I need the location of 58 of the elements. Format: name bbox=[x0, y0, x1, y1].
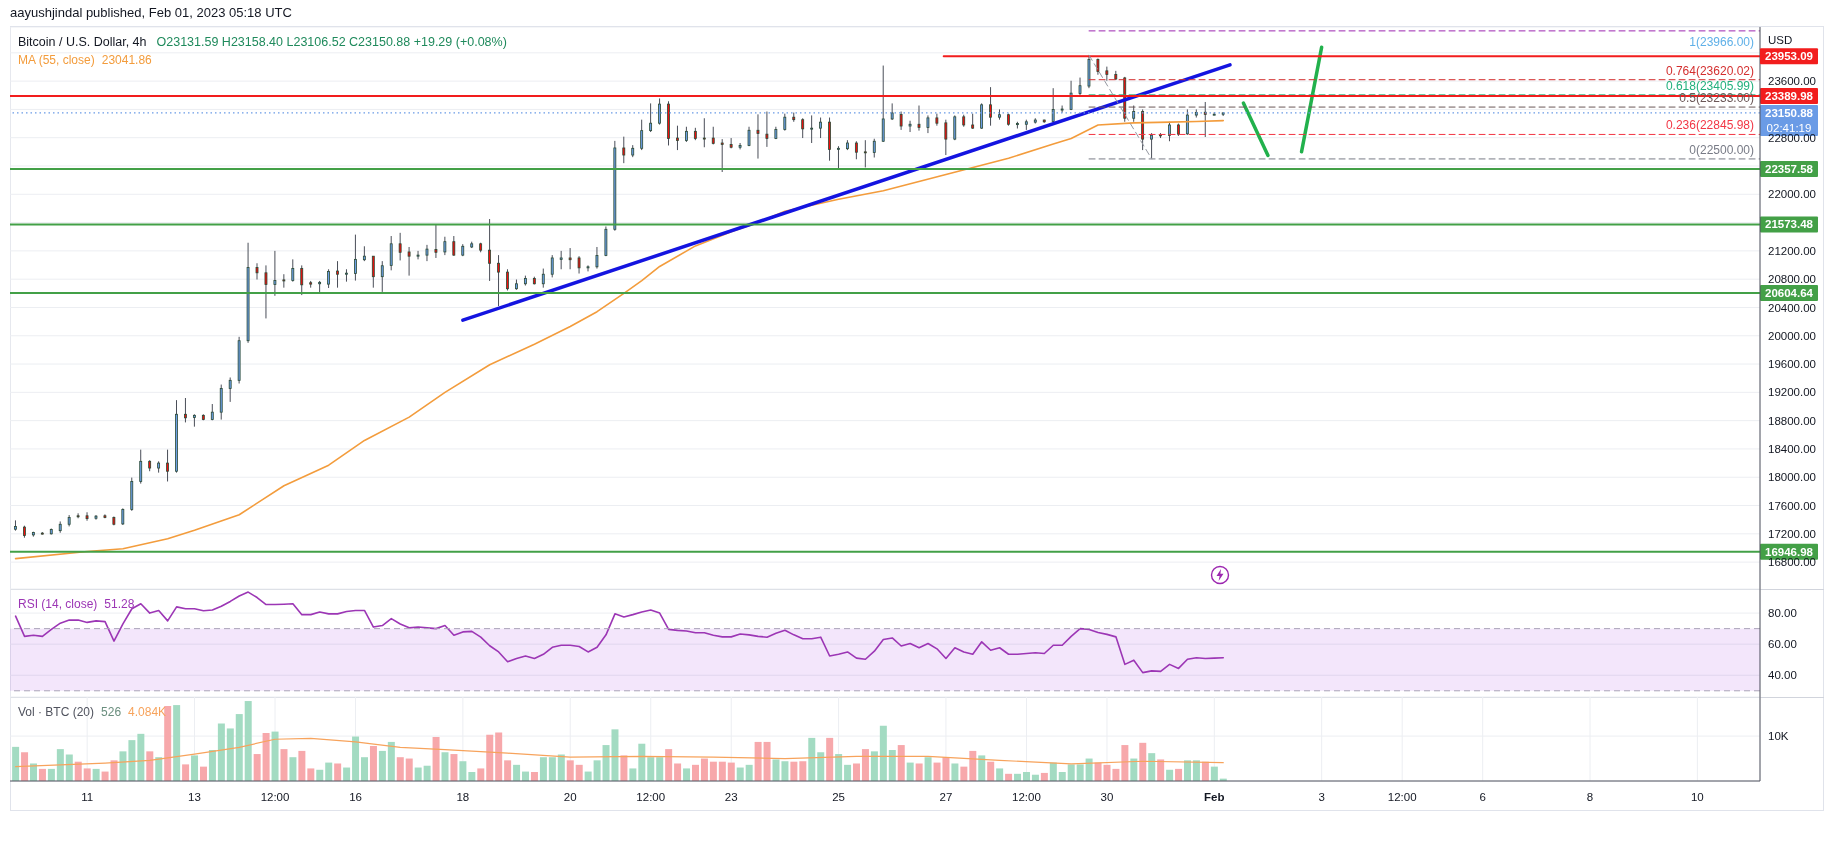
x-tick-label: 13 bbox=[188, 791, 201, 803]
data-label: 0.618(23405.99) bbox=[1665, 78, 1754, 93]
y-tick-label: 40.00 bbox=[1768, 669, 1797, 682]
x-tick-label: 12:00 bbox=[1012, 791, 1041, 803]
ref-line-label: 16946.98 bbox=[1765, 545, 1814, 558]
x-tick-label: 27 bbox=[939, 791, 953, 803]
x-tick-label: 12:00 bbox=[636, 791, 666, 803]
x-tick-label: 18 bbox=[456, 791, 470, 803]
text: Bitcoin / U.S. Dollar, 4h bbox=[18, 35, 147, 49]
y-axis-title: USD bbox=[1768, 34, 1793, 46]
text: Vol · BTC (20) bbox=[18, 705, 95, 719]
y-tick-label: 18000.00 bbox=[1768, 471, 1816, 484]
x-tick-label: 11 bbox=[81, 791, 94, 803]
y-tick-label: 17600.00 bbox=[1768, 499, 1816, 512]
annotation: 4.084K bbox=[128, 705, 167, 719]
text: aayushjindal published, Feb 01, 2023 05:18 UTC bbox=[10, 5, 292, 20]
y-tick-label: 21200.00 bbox=[1768, 244, 1816, 257]
y-tick-label: 22000.00 bbox=[1768, 188, 1816, 201]
text: MA (55, close) bbox=[18, 53, 95, 67]
y-tick-label: 18400.00 bbox=[1768, 443, 1816, 456]
x-tick-label: Feb bbox=[1204, 791, 1225, 803]
annotation: 23041.86 bbox=[101, 53, 152, 67]
x-tick-label: 16 bbox=[349, 791, 362, 803]
y-tick-label: 20400.00 bbox=[1768, 301, 1816, 314]
x-tick-label: 10 bbox=[1690, 791, 1704, 803]
data-label: 0.236(22845.98) bbox=[1665, 118, 1754, 133]
text: O23131.59 H23158.40 L23106.52 C23150.88 +19.29 (+0.08%) bbox=[156, 35, 507, 49]
ref-line-label: 21573.48 bbox=[1765, 218, 1814, 231]
x-tick-label: 30 bbox=[1100, 791, 1114, 803]
x-tick-label: 12:00 bbox=[260, 791, 290, 803]
ref-line-label: 22357.58 bbox=[1765, 163, 1814, 175]
y-tick-label: 20800.00 bbox=[1768, 273, 1816, 286]
y-tick-label: 17200.00 bbox=[1768, 527, 1816, 540]
x-tick-label: 3 bbox=[1318, 791, 1325, 803]
y-tick-label: 19600.00 bbox=[1768, 358, 1816, 371]
ref-line-label: 20604.64 bbox=[1765, 286, 1814, 299]
y-tick-label: 19200.00 bbox=[1768, 386, 1816, 399]
x-tick-label: 12:00 bbox=[1387, 791, 1417, 803]
data-label: 23953.09 bbox=[1765, 50, 1813, 63]
annotation: 1(23966.00) bbox=[1689, 35, 1754, 50]
x-tick-label: 23 bbox=[724, 791, 738, 803]
data-label: 0(22500.00) bbox=[1689, 142, 1754, 157]
data-label: 0.764(23620.02) bbox=[1665, 63, 1754, 78]
series-label: RSI (14, close) bbox=[18, 597, 98, 611]
annotation: 526 bbox=[101, 705, 122, 719]
x-tick-label: 25 bbox=[832, 791, 845, 803]
y-tick-label: 10K bbox=[1768, 730, 1789, 743]
ref-line-label: 23389.98 bbox=[1765, 89, 1814, 102]
y-tick-label: 60.00 bbox=[1768, 638, 1797, 651]
ref-line-label: 23150.88 02:41:19 bbox=[1765, 106, 1814, 134]
y-tick-label: 20000.00 bbox=[1768, 329, 1816, 342]
x-tick-label: 20 bbox=[563, 791, 577, 803]
x-tick-label: 6 bbox=[1479, 791, 1486, 803]
y-tick-label: 23600.00 bbox=[1768, 75, 1816, 88]
y-tick-label: 18800.00 bbox=[1768, 414, 1816, 427]
annotation: 51.28 bbox=[104, 597, 135, 611]
x-tick-label: 8 bbox=[1586, 791, 1594, 803]
y-tick-label: 80.00 bbox=[1768, 607, 1797, 620]
